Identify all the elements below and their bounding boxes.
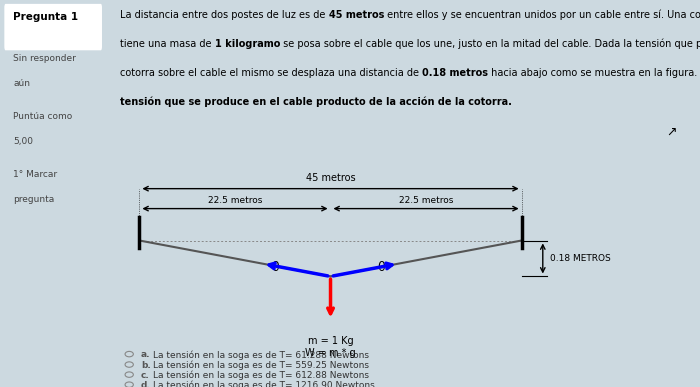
Text: 22.5 metros: 22.5 metros [399,195,453,205]
Text: m = 1 Kg: m = 1 Kg [308,336,354,346]
FancyBboxPatch shape [4,4,102,50]
Text: 22.5 metros: 22.5 metros [208,195,262,205]
Text: c.: c. [141,371,150,380]
Text: ↗: ↗ [666,126,676,139]
Text: Pregunta 1: Pregunta 1 [13,12,78,22]
Text: θ: θ [378,261,385,274]
Text: se posa sobre el cable que los une, justo en la mitad del cable. Dada la tensión: se posa sobre el cable que los une, just… [280,39,700,49]
Text: 45 metros: 45 metros [306,173,356,183]
Text: 0.18 metros: 0.18 metros [423,68,489,78]
Text: 1° Marcar: 1° Marcar [13,170,57,179]
Text: a.: a. [141,350,150,359]
Text: θ: θ [272,261,279,274]
Text: aún: aún [13,79,30,88]
Text: pregunta: pregunta [13,195,55,204]
Text: cotorra sobre el cable el mismo se desplaza una distancia de: cotorra sobre el cable el mismo se despl… [120,68,423,78]
Text: entre ellos y se encuentran unidos por un cable entre sí. Una cotorra que: entre ellos y se encuentran unidos por u… [384,10,700,20]
Text: La tensión en la soga es de T= 612.88 Newtons: La tensión en la soga es de T= 612.88 Ne… [153,371,369,380]
Text: b.: b. [141,361,150,370]
Text: W = m * g: W = m * g [305,348,356,358]
Text: La tensión en la soga es de T= 559.25 Newtons: La tensión en la soga es de T= 559.25 Ne… [153,361,369,370]
Text: 5,00: 5,00 [13,137,33,146]
Text: Sin responder: Sin responder [13,54,76,63]
Text: tiene una masa de: tiene una masa de [120,39,215,49]
Text: 45 metros: 45 metros [329,10,384,20]
Text: 0.18 METROS: 0.18 METROS [550,254,610,263]
Text: Puntúa como: Puntúa como [13,112,72,121]
Text: La tensión en la soga es de T= 1216.90 Newtons: La tensión en la soga es de T= 1216.90 N… [153,381,374,387]
Text: La tensión en la soga es de T= 61.288 Newtons: La tensión en la soga es de T= 61.288 Ne… [153,350,369,360]
Text: d.: d. [141,381,150,387]
Text: tensión que se produce en el cable producto de la acción de la cotorra.: tensión que se produce en el cable produ… [120,97,512,107]
Text: La distancia entre dos postes de luz es de: La distancia entre dos postes de luz es … [120,10,329,20]
Text: 1 kilogramo: 1 kilogramo [215,39,280,49]
Text: hacia abajo como se muestra en la figura.: hacia abajo como se muestra en la figura… [489,68,700,78]
